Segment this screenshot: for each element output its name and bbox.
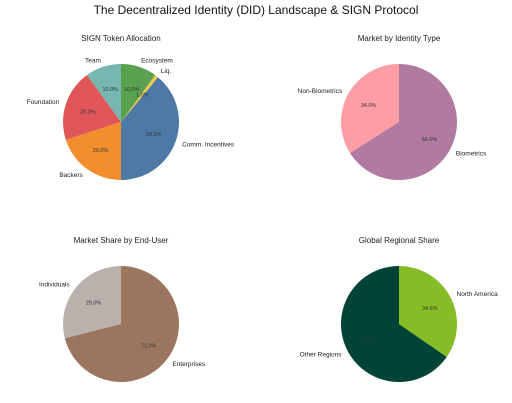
- slice-percent-foundation: 20.0%: [80, 109, 96, 115]
- pie-slice-backers: [65, 122, 121, 180]
- pie-slice-team: [86, 64, 121, 122]
- pie-slice-non-biometrics: [340, 64, 399, 154]
- slice-percent-comm-incentives: 39.0%: [146, 132, 162, 138]
- slice-percent-north-america: 34.6%: [422, 306, 438, 312]
- slice-label-team: Team: [85, 58, 101, 65]
- slice-label-ecosystem: Ecosystem: [141, 58, 173, 65]
- slice-label-comm-incentives: Comm. Incentives: [182, 141, 235, 148]
- pie-slice-individuals: [62, 266, 121, 339]
- slice-percent-team: 10.0%: [102, 87, 118, 93]
- chart-title: Global Regional Share: [359, 236, 440, 245]
- slice-label-north-america: North America: [457, 291, 499, 298]
- slice-label-foundation: Foundation: [27, 99, 60, 106]
- figure-suptitle: The Decentralized Identity (DID) Landsca…: [94, 3, 419, 17]
- pie-slice-ecosystem: [121, 64, 156, 122]
- slice-label-non-biometrics: Non-Biometrics: [298, 88, 343, 95]
- pie-slice-biometrics: [350, 64, 457, 181]
- chart-title: Market Share by End-User: [74, 236, 169, 245]
- pie-slice-comm-incentives: [121, 77, 179, 180]
- slice-percent-liq: 1.0%: [136, 93, 149, 99]
- slice-percent-non-biometrics: 34.0%: [361, 103, 377, 109]
- chart-title: Market by Identity Type: [358, 34, 441, 43]
- slice-percent-other-regions: 65.4%: [360, 338, 376, 344]
- pie-chart-end-user: Market Share by End-User Individuals 29.0…: [39, 236, 206, 382]
- slice-label-liq: Liq.: [161, 68, 172, 75]
- slice-label-individuals: Individuals: [39, 281, 70, 288]
- slice-label-biometrics: Biometrics: [456, 151, 487, 158]
- slice-label-backers: Backers: [59, 172, 83, 179]
- slice-percent-enterprises: 71.0%: [141, 343, 157, 349]
- slice-label-enterprises: Enterprises: [172, 361, 206, 368]
- pie-chart-identity-type: Market by Identity Type Non-Biometrics 34…: [298, 34, 487, 181]
- slice-percent-individuals: 29.0%: [86, 301, 102, 307]
- pie-slice-north-america: [399, 266, 457, 357]
- slice-percent-biometrics: 66.0%: [422, 137, 438, 143]
- chart-title: SIGN Token Allocation: [81, 34, 160, 43]
- pie-chart-regional-share: Global Regional Share Other Regions 65.4%…: [300, 236, 498, 382]
- slice-percent-backers: 20.0%: [93, 148, 109, 154]
- pie-chart-token-allocation: SIGN Token Allocation Team 10.0% Foundatio…: [27, 34, 235, 180]
- pie-slice-liq: [121, 75, 158, 122]
- pie-slice-other-regions: [340, 266, 447, 382]
- slice-percent-ecosystem: 10.0%: [124, 87, 140, 93]
- slice-label-other-regions: Other Regions: [300, 352, 343, 359]
- pie-slice-enterprises: [64, 266, 179, 382]
- pie-slice-foundation: [63, 75, 121, 140]
